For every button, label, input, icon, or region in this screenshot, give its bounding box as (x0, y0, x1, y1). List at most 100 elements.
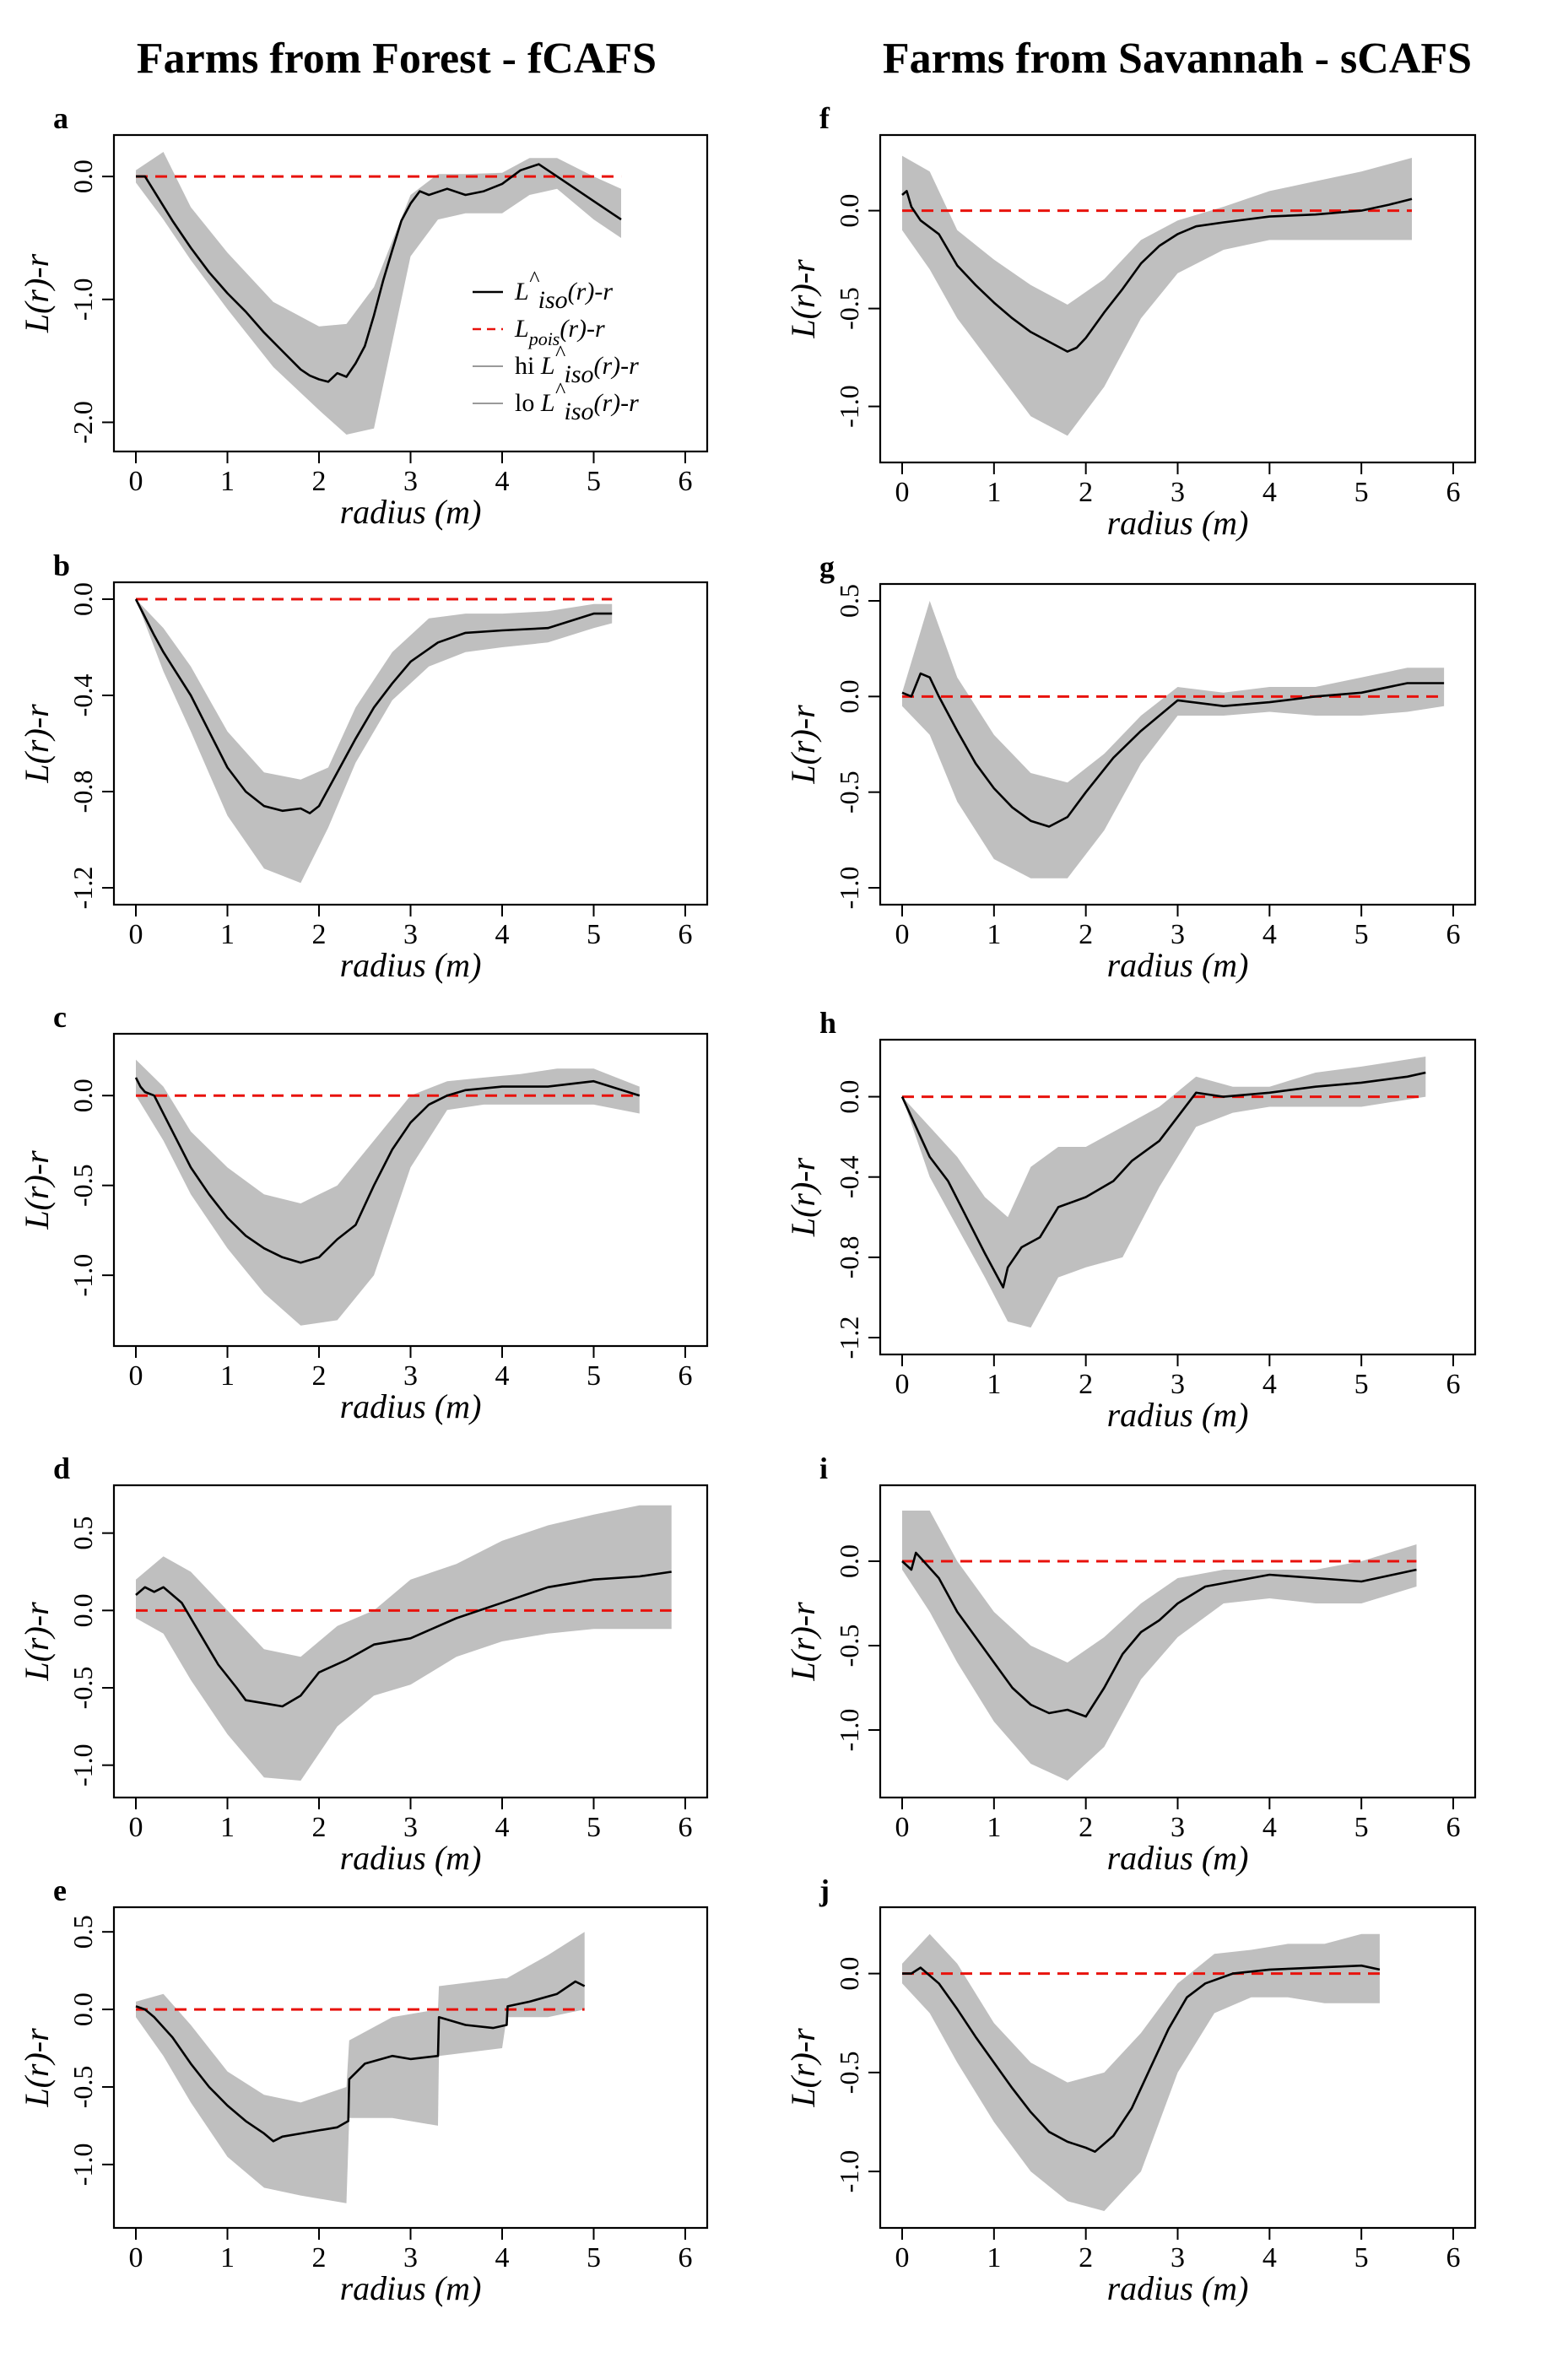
x-tick-label: 2 (1079, 1812, 1093, 1843)
y-axis-label: L(r)-r (18, 1602, 56, 1682)
observed-line (134, 598, 613, 814)
x-tick-label: 0 (895, 919, 910, 950)
x-tick-label: 2 (312, 1812, 327, 1843)
x-axis-label: radius (m) (1107, 504, 1249, 542)
envelope-band (902, 601, 1445, 879)
x-tick-label: 4 (1263, 919, 1277, 950)
observed-line (134, 1077, 641, 1264)
envelope-band (136, 599, 613, 884)
y-axis-label: L(r)-r (784, 1602, 822, 1682)
panel-label: c (53, 1000, 67, 1034)
x-tick-label: 1 (220, 919, 235, 950)
x-axis-label: radius (m) (340, 1387, 482, 1425)
y-axis-label: L(r)-r (18, 704, 56, 784)
x-tick-label: 1 (220, 1360, 235, 1392)
y-tick-label: 0.0 (68, 1593, 98, 1627)
x-tick-label: 5 (587, 1812, 601, 1843)
y-tick-label: -0.5 (68, 1667, 98, 1710)
y-tick-label: -0.5 (834, 1625, 864, 1668)
panel-label: g (819, 550, 835, 584)
x-tick-label: 1 (220, 2242, 235, 2273)
x-axis-label: radius (m) (1107, 946, 1249, 984)
x-tick-label: 6 (679, 919, 693, 950)
x-tick-label: 6 (679, 1812, 693, 1843)
y-tick-label: -0.8 (68, 770, 98, 814)
y-axis-label: L(r)-r (784, 2028, 822, 2108)
x-tick-label: 6 (1446, 919, 1461, 950)
x-tick-label: 4 (1263, 2242, 1277, 2273)
panel-f: 0 1 2 3 4 5 6 0.0 -0.5 -1.0 radius (m) L(r)-r f (784, 101, 1477, 542)
x-tick-label: 2 (1079, 477, 1093, 508)
x-tick-label: 3 (403, 1360, 418, 1392)
x-tick-label: 6 (1446, 477, 1461, 508)
y-tick-label: 0.5 (834, 584, 864, 618)
y-axis-label: L(r)-r (18, 1150, 56, 1230)
observed-line (136, 163, 622, 383)
panel-g: 0 1 2 3 4 5 6 0.5 0.0 -0.5 -1.0 radius (m) L(r)-r g (784, 550, 1477, 984)
y-tick-label: 0.0 (68, 582, 98, 616)
x-tick-label: 5 (1354, 1369, 1369, 1400)
y-tick-label: -0.8 (834, 1236, 864, 1279)
x-tick-label: 1 (220, 466, 235, 497)
x-tick-label: 0 (129, 919, 143, 950)
x-tick-label: 3 (403, 2242, 418, 2273)
y-tick-label: -1.0 (68, 1744, 98, 1787)
x-tick-label: 6 (679, 1360, 693, 1392)
x-tick-label: 3 (1171, 2242, 1185, 2273)
legend-label: lo L^iso(r)-r (515, 378, 639, 425)
x-tick-label: 2 (312, 466, 327, 497)
x-tick-label: 1 (987, 477, 1001, 508)
y-tick-label: -2.0 (68, 401, 98, 444)
x-tick-label: 0 (895, 1369, 910, 1400)
envelope-band (136, 152, 621, 435)
x-tick-label: 5 (1354, 1812, 1369, 1843)
x-tick-label: 5 (587, 919, 601, 950)
y-tick-label: -1.0 (834, 385, 864, 428)
x-tick-label: 5 (587, 2242, 601, 2273)
y-tick-label: -1.0 (834, 867, 864, 910)
panel-label: d (53, 1452, 70, 1485)
y-tick-label: 0.0 (834, 1080, 864, 1114)
y-tick-label: -0.4 (834, 1155, 864, 1198)
panel-label: j (819, 1873, 830, 1907)
x-tick-label: 0 (129, 1360, 143, 1392)
x-tick-label: 4 (495, 1812, 510, 1843)
x-axis-label: radius (m) (340, 1839, 482, 1877)
x-tick-label: 5 (587, 1360, 601, 1392)
observed-line (901, 190, 1413, 353)
x-tick-label: 5 (587, 466, 601, 497)
x-tick-label: 6 (1446, 2242, 1461, 2273)
x-tick-label: 2 (312, 1360, 327, 1392)
panel-label: e (53, 1873, 67, 1907)
y-tick-label: 0.5 (68, 1516, 98, 1550)
x-tick-label: 0 (895, 2242, 910, 2273)
x-tick-label: 4 (495, 919, 510, 950)
x-tick-label: 1 (987, 1369, 1001, 1400)
x-tick-label: 1 (987, 1812, 1001, 1843)
y-axis-label: L(r)-r (784, 705, 822, 785)
x-tick-label: 0 (129, 1812, 143, 1843)
panel-label: h (819, 1006, 836, 1040)
observed-line (135, 1980, 586, 2143)
y-tick-label: -0.5 (834, 2052, 864, 2095)
panel-b: 0 1 2 3 4 5 6 0.0 -0.4 -0.8 -1.2 radius (m) L(r)-r b (18, 549, 709, 984)
y-tick-label: -0.5 (834, 287, 864, 330)
y-tick-label: -1.0 (834, 2150, 864, 2193)
envelope-band (136, 1059, 640, 1326)
y-axis-label: L(r)-r (784, 1157, 822, 1237)
x-tick-label: 1 (987, 919, 1001, 950)
envelope-band (902, 1057, 1426, 1328)
panel-h: 0 1 2 3 4 5 6 0.0 -0.4 -0.8 -1.2 radius (m) L(r)-r h (784, 1006, 1477, 1434)
y-tick-label: -0.5 (68, 1164, 98, 1207)
y-tick-label: 0.0 (834, 1957, 864, 1991)
panel-label: a (53, 101, 68, 135)
x-tick-label: 0 (895, 477, 910, 508)
panel-a: 0 1 2 3 4 5 6 0.0 -1.0 -2.0 radius (m) L(r)-r a (18, 101, 709, 531)
x-tick-label: 2 (312, 919, 327, 950)
panel-c: 0 1 2 3 4 5 6 0.0 -0.5 -1.0 radius (m) L(r)-r c (18, 1000, 709, 1425)
x-tick-label: 0 (129, 2242, 143, 2273)
x-tick-label: 2 (1079, 919, 1093, 950)
envelope-band (136, 1505, 672, 1781)
x-tick-label: 4 (495, 466, 510, 497)
